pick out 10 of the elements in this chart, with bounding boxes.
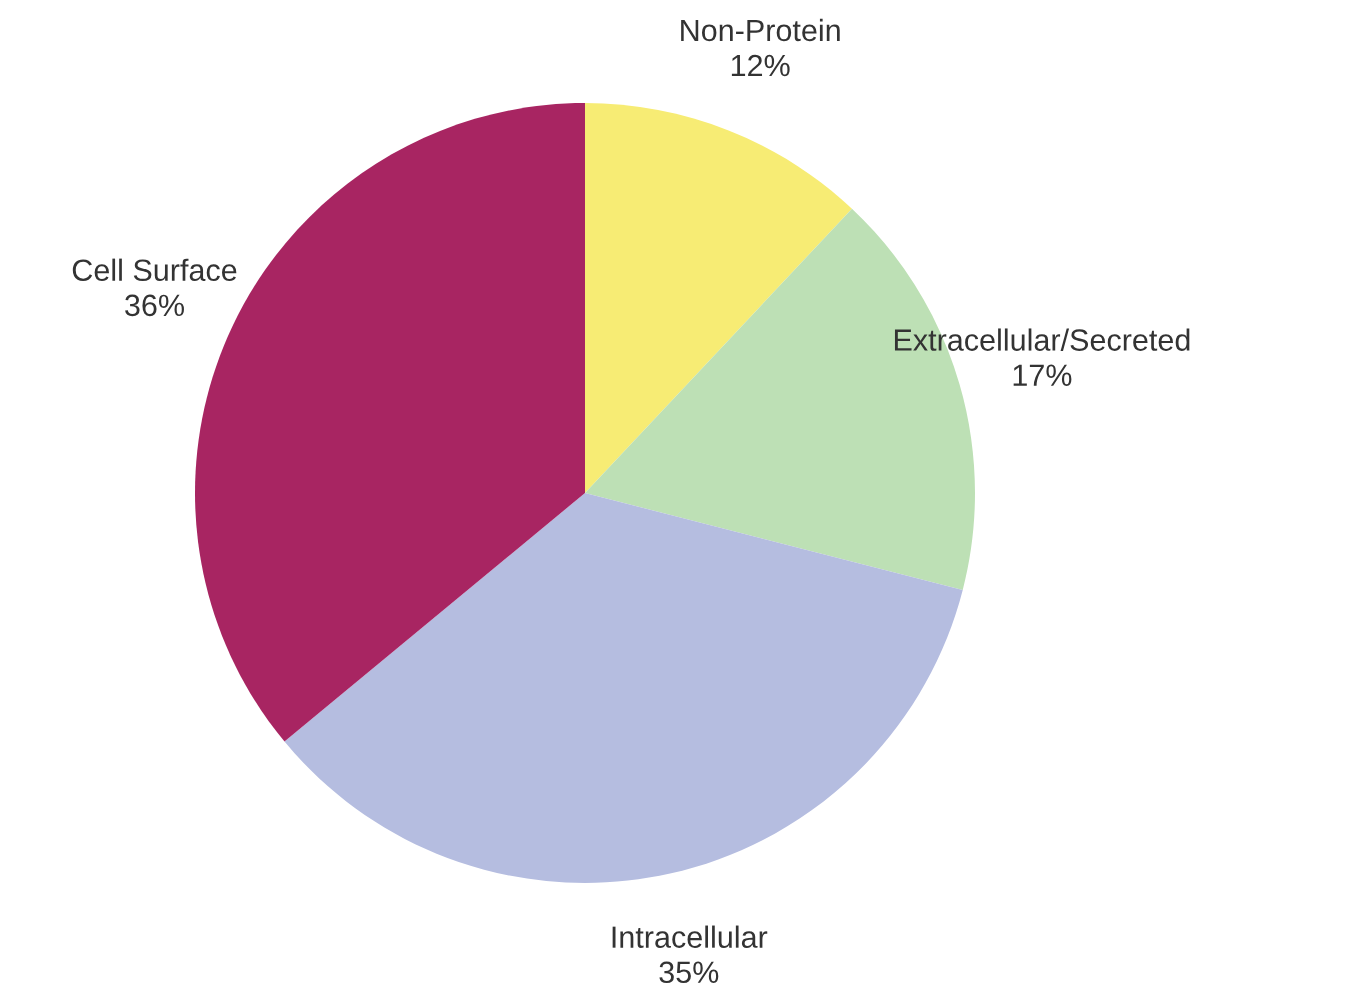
- data-label: 35%: [659, 961, 719, 984]
- pie-slice: [284, 493, 963, 883]
- data-label: 36%: [125, 294, 184, 317]
- slice-label: Cell Surface: [72, 258, 237, 282]
- slice-label: Extracellular/Secreted: [894, 328, 1190, 351]
- slice-label: Non-Protein: [681, 18, 840, 42]
- pie-slice: [585, 103, 852, 493]
- slice-label: Intracellular: [612, 925, 768, 948]
- data-label: 12%: [731, 54, 790, 77]
- data-label: 17%: [1013, 364, 1072, 386]
